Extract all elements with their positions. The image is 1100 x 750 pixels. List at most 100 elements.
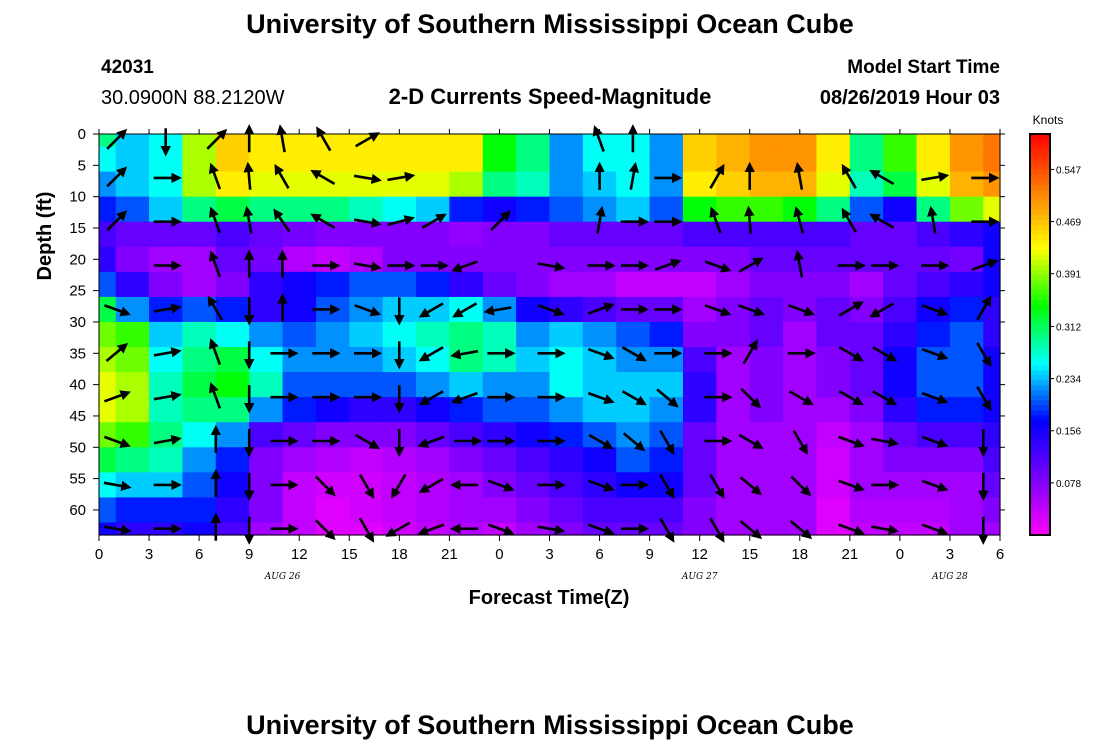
heatmap-cell xyxy=(816,497,851,524)
heatmap-cell xyxy=(149,221,184,248)
heatmap-cell xyxy=(716,497,751,524)
heatmap-cell xyxy=(215,146,250,173)
colorbar-swatch xyxy=(1030,214,1050,220)
heatmap-cell xyxy=(549,296,584,323)
heatmap-cell xyxy=(215,522,250,536)
heatmap-cell xyxy=(783,321,818,348)
heatmap-cell xyxy=(516,522,551,536)
heatmap-cell xyxy=(849,134,884,148)
colorbar-tick-label: 0.234 xyxy=(1056,375,1081,386)
current-arrow xyxy=(310,169,336,186)
heatmap-cell xyxy=(482,221,517,248)
heatmap-cell xyxy=(983,497,1001,524)
x-tick-label: 6 xyxy=(595,546,603,563)
current-arrow xyxy=(921,347,949,361)
current-arrow xyxy=(621,346,647,362)
heatmap-cell xyxy=(149,271,184,298)
model-start-value: 08/26/2019 Hour 03 xyxy=(819,87,1000,109)
heatmap-cell xyxy=(749,146,784,173)
heatmap-cell xyxy=(349,271,384,298)
heatmap-cell xyxy=(749,171,784,198)
current-arrow xyxy=(838,390,864,406)
x-tick-label: 15 xyxy=(341,546,358,563)
colorbar-swatch xyxy=(1030,369,1050,376)
colorbar-swatch xyxy=(1030,254,1050,260)
current-arrow xyxy=(452,302,478,318)
colorbar-swatch xyxy=(1030,499,1050,506)
heatmap-cell xyxy=(282,146,317,173)
current-arrow xyxy=(450,349,479,360)
heatmap-cell xyxy=(99,372,117,398)
colorbar-swatch xyxy=(1030,259,1050,265)
colorbar-swatch xyxy=(1030,494,1050,501)
colorbar-swatch xyxy=(1030,459,1050,466)
plot-title: 2-D Currents Speed-Magnitude xyxy=(388,84,712,109)
x-tick-label: 3 xyxy=(946,546,954,563)
current-arrow xyxy=(353,261,382,272)
heatmap-cell xyxy=(716,171,751,198)
current-arrow xyxy=(450,391,478,405)
current-arrow xyxy=(871,436,900,448)
heatmap-cell xyxy=(482,134,517,148)
heatmap-cell xyxy=(682,522,717,536)
heatmap-cell xyxy=(449,196,484,223)
current-arrow xyxy=(450,260,478,273)
heatmap-cell xyxy=(449,321,484,348)
current-arrow xyxy=(208,338,222,366)
current-arrow xyxy=(103,524,132,535)
current-arrow xyxy=(587,302,615,315)
colorbar-tick-label: 0.156 xyxy=(1056,427,1081,438)
colorbar-swatch xyxy=(1030,204,1050,210)
current-arrow xyxy=(921,171,950,182)
heatmap-cell xyxy=(549,497,584,524)
colorbar-swatch xyxy=(1030,364,1050,371)
heatmap-cell xyxy=(516,372,551,398)
heatmap-cell xyxy=(249,397,284,423)
y-tick-label: 25 xyxy=(69,283,86,300)
heatmap-cell xyxy=(99,422,117,448)
colorbar-swatch xyxy=(1030,134,1050,140)
heatmap-cell xyxy=(349,221,384,248)
colorbar-swatch xyxy=(1030,489,1050,496)
current-arrow xyxy=(709,206,722,234)
heatmap-cell xyxy=(215,397,250,423)
heatmap-cell xyxy=(916,246,951,273)
current-arrow xyxy=(417,435,445,448)
heatmap-cell xyxy=(416,397,450,423)
heatmap-cell xyxy=(182,221,217,248)
colorbar-swatch xyxy=(1030,224,1050,230)
heatmap-cell xyxy=(916,422,951,448)
heatmap-cell xyxy=(549,422,584,448)
colorbar-swatch xyxy=(1030,229,1050,235)
heatmap-cell xyxy=(649,134,684,148)
current-arrow xyxy=(103,480,132,492)
heatmap-cell xyxy=(99,522,117,536)
heatmap-cell xyxy=(983,321,1001,348)
colorbar-swatch xyxy=(1030,409,1050,416)
current-arrow xyxy=(872,346,898,362)
heatmap-cell xyxy=(149,171,184,198)
colorbar-swatch xyxy=(1030,504,1050,511)
current-arrow xyxy=(654,258,682,271)
current-arrow xyxy=(628,161,640,190)
x-tick-label: 9 xyxy=(645,546,653,563)
heatmap-cell xyxy=(182,447,217,473)
current-arrow xyxy=(537,524,566,535)
heatmap-cell xyxy=(282,497,317,524)
heatmap-cell xyxy=(749,296,784,323)
heatmap-cell xyxy=(149,372,184,398)
heatmap-cell xyxy=(99,271,117,298)
heatmap-cell xyxy=(716,422,751,448)
current-arrow xyxy=(243,205,254,234)
heatmap-cell xyxy=(349,397,384,423)
colorbar-swatch xyxy=(1030,279,1050,285)
y-tick-label: 45 xyxy=(69,408,86,425)
current-arrow xyxy=(738,433,764,450)
colorbar-swatch xyxy=(1030,474,1050,481)
colorbar-tick-label: 0.469 xyxy=(1056,218,1081,229)
heatmap-cell xyxy=(516,196,551,223)
current-arrow xyxy=(921,435,949,448)
heatmap-cell xyxy=(516,271,551,298)
current-arrow xyxy=(737,304,765,317)
colorbar-swatch xyxy=(1030,139,1050,145)
